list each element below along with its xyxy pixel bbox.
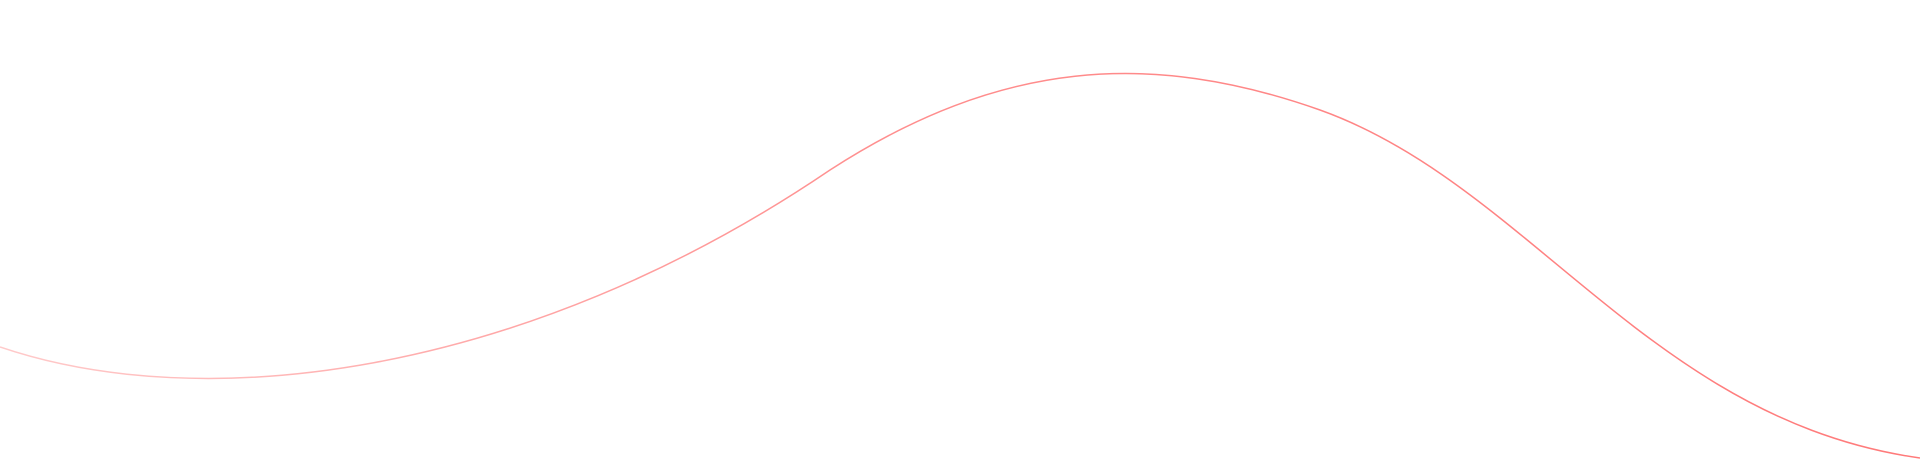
wave-line bbox=[0, 72, 1920, 459]
